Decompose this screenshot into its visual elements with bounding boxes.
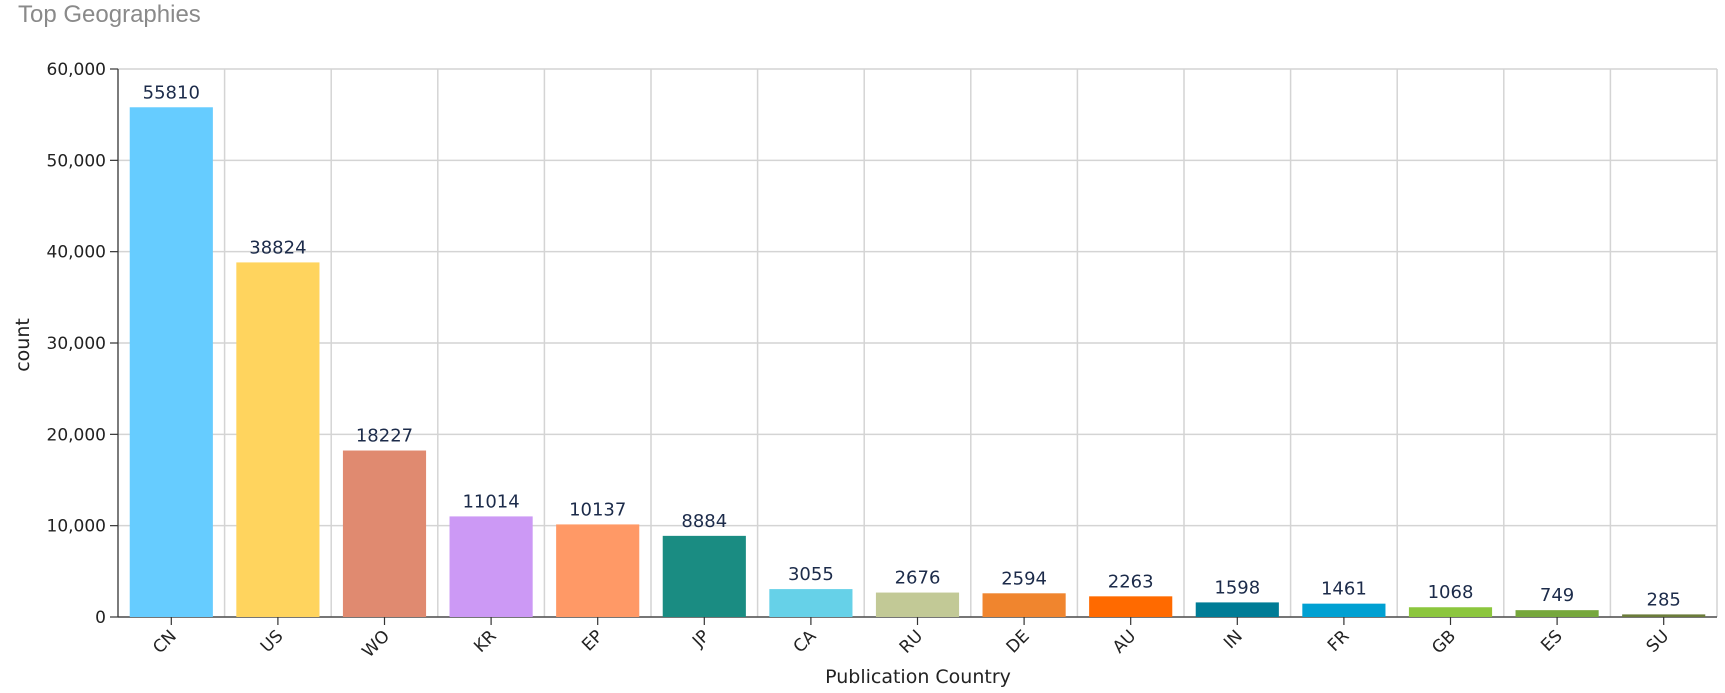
chart-title: Top Geographies bbox=[18, 1, 201, 28]
bar-value-label: 285 bbox=[1647, 589, 1681, 610]
y-tick-label: 40,000 bbox=[47, 243, 106, 263]
bar-value-label: 2594 bbox=[1001, 568, 1047, 589]
x-tick-label: EP bbox=[578, 626, 607, 655]
bar-fr[interactable] bbox=[1302, 603, 1386, 617]
bar-value-label: 749 bbox=[1540, 585, 1574, 606]
bar-value-label: 18227 bbox=[356, 426, 413, 447]
y-tick-label: 30,000 bbox=[47, 334, 106, 354]
bars bbox=[129, 107, 1706, 617]
bar-value-label: 2263 bbox=[1108, 571, 1154, 592]
y-axis-title: count bbox=[12, 318, 34, 372]
x-tick-label: ES bbox=[1537, 626, 1566, 655]
bar-value-label: 10137 bbox=[569, 499, 626, 520]
x-tick-label: DE bbox=[1003, 626, 1034, 657]
bar-in[interactable] bbox=[1195, 602, 1279, 617]
bar-value-label: 1461 bbox=[1321, 579, 1367, 600]
bar-gb[interactable] bbox=[1408, 607, 1493, 617]
x-tick-label: SU bbox=[1643, 626, 1674, 657]
x-tick-label: WO bbox=[359, 626, 394, 661]
bar-value-label: 55810 bbox=[143, 82, 200, 103]
x-tick-label: US bbox=[257, 626, 288, 657]
bar-au[interactable] bbox=[1089, 596, 1173, 617]
bar-cn[interactable] bbox=[129, 107, 213, 617]
bar-de[interactable] bbox=[982, 593, 1066, 617]
data-labels: 55810 38824 18227 11014 10137 8884 3055 2676 259… bbox=[143, 82, 1681, 610]
x-tick-label: JP bbox=[688, 626, 714, 652]
bar-value-label: 1598 bbox=[1214, 577, 1260, 598]
y-tick-label: 20,000 bbox=[47, 425, 106, 445]
bar-su[interactable] bbox=[1622, 614, 1706, 617]
y-tick-label: 50,000 bbox=[47, 151, 106, 171]
bar-es[interactable] bbox=[1515, 610, 1599, 617]
bar-value-label: 11014 bbox=[462, 491, 519, 512]
bar-ep[interactable] bbox=[556, 524, 640, 617]
x-tick-label: AU bbox=[1109, 626, 1140, 657]
bar-value-label: 1068 bbox=[1428, 582, 1474, 603]
x-axis-title: Publication Country bbox=[825, 666, 1011, 688]
bar-ru[interactable] bbox=[875, 592, 960, 617]
x-tick-label: GB bbox=[1428, 626, 1460, 658]
bar-kr[interactable] bbox=[449, 516, 533, 617]
bar-ca[interactable] bbox=[769, 589, 853, 617]
bar-wo[interactable] bbox=[342, 450, 427, 617]
y-tick-label: 0 bbox=[95, 608, 106, 628]
x-tick-label: IN bbox=[1220, 626, 1247, 653]
x-tick-label: CA bbox=[790, 626, 821, 657]
grid-lines bbox=[117, 68, 1718, 618]
x-tick-label: KR bbox=[470, 626, 501, 657]
y-tick-label: 60,000 bbox=[47, 60, 106, 80]
x-tick-label: RU bbox=[896, 626, 927, 657]
bar-value-label: 2676 bbox=[895, 568, 941, 589]
y-tick-label: 10,000 bbox=[47, 517, 106, 537]
x-tick-label: CN bbox=[149, 626, 181, 658]
bar-us[interactable] bbox=[236, 262, 320, 617]
bar-value-label: 8884 bbox=[681, 511, 727, 532]
bar-value-label: 3055 bbox=[788, 564, 834, 585]
x-tick-label: FR bbox=[1324, 626, 1354, 656]
bar-value-label: 38824 bbox=[249, 237, 306, 258]
bar-jp[interactable] bbox=[662, 535, 746, 617]
